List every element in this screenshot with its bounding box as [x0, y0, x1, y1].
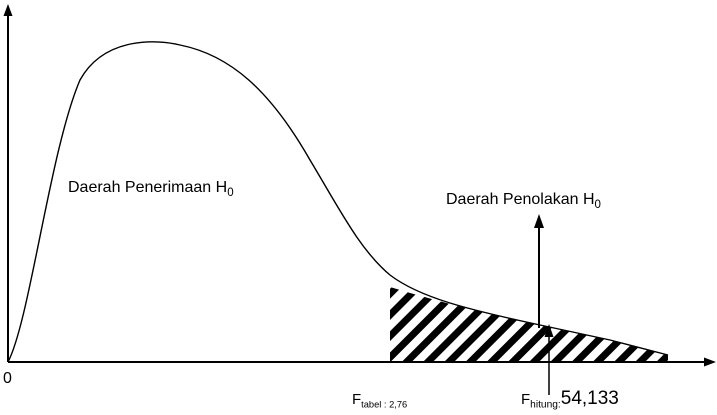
rejection-arrow-head	[534, 214, 544, 228]
x-axis-arrowhead	[704, 357, 716, 367]
acceptance-region-text: Daerah Penerimaan H	[68, 179, 228, 196]
f-hitung-arrow-head	[544, 324, 554, 337]
origin-label: 0	[3, 370, 12, 387]
rejection-region-subscript: 0	[594, 199, 601, 212]
acceptance-region-label: Daerah Penerimaan H0	[68, 179, 234, 200]
f-hitung-subscript: hitung:	[530, 399, 561, 411]
f-tabel-subscript: tabel : 2,76	[361, 399, 408, 410]
f-hitung-symbol: F	[521, 391, 531, 408]
y-axis-arrowhead	[3, 4, 13, 16]
f-tabel-symbol: F	[352, 391, 362, 408]
f-hitung-value: 54,133	[560, 388, 619, 409]
f-hitung-label: Fhitung:54,133	[521, 388, 619, 411]
acceptance-region-subscript: 0	[227, 187, 234, 200]
rejection-region-label: Daerah Penolakan H0	[446, 191, 601, 212]
f-tabel-label: Ftabel : 2,76	[352, 391, 408, 410]
density-curve	[7, 41, 669, 363]
rejection-region-text: Daerah Penolakan H	[446, 191, 595, 208]
